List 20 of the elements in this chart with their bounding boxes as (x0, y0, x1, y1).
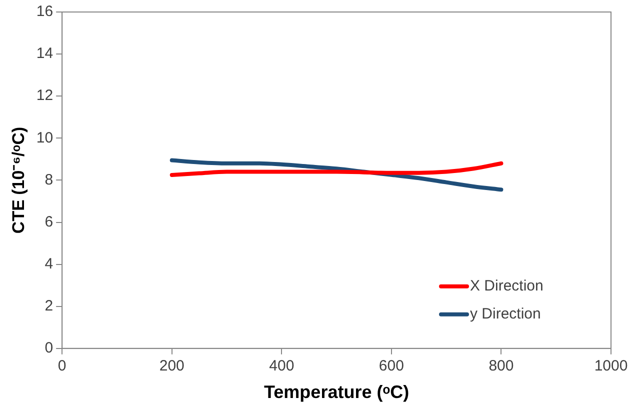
y-tick-label: 8 (44, 171, 54, 188)
legend-label: y Direction (470, 306, 541, 323)
line-series (170, 161, 504, 177)
x-tick-label: 0 (58, 358, 66, 375)
x-axis-title: Temperature (ᵒC) (264, 382, 410, 402)
y-tick-label: 12 (36, 87, 54, 104)
y-tick-label: 16 (36, 3, 54, 20)
x-tick-label: 600 (378, 358, 404, 375)
y-tick-label: 0 (44, 340, 54, 357)
x-tick-label: 200 (159, 358, 184, 375)
x-tick-label: 400 (269, 358, 294, 375)
legend-label: X Direction (470, 278, 544, 295)
x-tick-label: 1000 (594, 358, 628, 375)
y-tick-label: 10 (36, 129, 54, 146)
y-tick-label: 2 (44, 297, 54, 314)
y-tick-label: 6 (44, 213, 54, 230)
y-axis-title: CTE (10⁻⁶/ᵒC) (8, 126, 28, 234)
y-tick-label: 4 (44, 255, 54, 272)
y-tick-label: 14 (36, 45, 54, 62)
x-tick-label: 800 (488, 358, 514, 375)
